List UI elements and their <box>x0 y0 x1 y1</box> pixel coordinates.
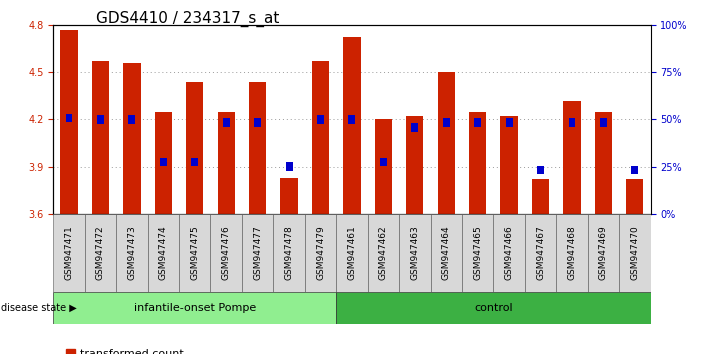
Bar <box>588 214 619 292</box>
Bar <box>399 214 431 292</box>
Text: GSM947465: GSM947465 <box>474 226 482 280</box>
Bar <box>343 38 360 214</box>
Text: GSM947462: GSM947462 <box>379 226 388 280</box>
Bar <box>600 118 607 127</box>
Text: GSM947461: GSM947461 <box>348 226 356 280</box>
Bar <box>563 101 581 214</box>
Bar <box>469 112 486 214</box>
Bar <box>191 158 198 166</box>
Bar <box>380 158 387 166</box>
Bar <box>249 81 267 214</box>
Bar <box>123 63 141 214</box>
Bar <box>431 214 462 292</box>
Bar <box>160 158 167 166</box>
Bar <box>493 214 525 292</box>
Bar <box>537 166 544 174</box>
Bar <box>97 115 104 124</box>
Bar <box>619 214 651 292</box>
Bar <box>532 179 549 214</box>
Bar <box>242 214 273 292</box>
Bar <box>85 214 116 292</box>
Bar <box>368 214 399 292</box>
Bar <box>317 115 324 124</box>
Bar <box>406 116 424 214</box>
Text: GSM947468: GSM947468 <box>567 226 577 280</box>
Bar <box>65 114 73 122</box>
Text: GSM947475: GSM947475 <box>191 226 199 280</box>
Bar <box>186 81 203 214</box>
Bar <box>60 29 77 214</box>
Bar <box>506 118 513 127</box>
Bar <box>155 112 172 214</box>
Bar <box>595 112 612 214</box>
Bar <box>412 123 418 132</box>
Bar <box>626 179 643 214</box>
Bar <box>556 214 588 292</box>
Bar <box>129 115 135 124</box>
Text: disease state ▶: disease state ▶ <box>1 303 77 313</box>
Text: GSM947470: GSM947470 <box>631 226 639 280</box>
Bar <box>210 214 242 292</box>
Text: GSM947476: GSM947476 <box>222 226 230 280</box>
Bar <box>255 118 261 127</box>
Bar <box>474 118 481 127</box>
Bar <box>92 61 109 214</box>
Text: GSM947478: GSM947478 <box>284 226 294 280</box>
Text: infantile-onset Pompe: infantile-onset Pompe <box>134 303 256 313</box>
Bar <box>336 292 651 324</box>
Text: GSM947472: GSM947472 <box>96 226 105 280</box>
Text: GSM947463: GSM947463 <box>410 226 419 280</box>
Bar <box>462 214 493 292</box>
Text: GSM947473: GSM947473 <box>127 226 137 280</box>
Text: GSM947477: GSM947477 <box>253 226 262 280</box>
Bar <box>631 166 638 174</box>
Bar <box>569 118 575 127</box>
Bar <box>273 214 305 292</box>
Bar <box>312 61 329 214</box>
Bar <box>501 116 518 214</box>
Bar <box>443 118 449 127</box>
Text: GSM947464: GSM947464 <box>442 226 451 280</box>
Bar <box>525 214 556 292</box>
Bar <box>375 119 392 214</box>
Text: GSM947471: GSM947471 <box>65 226 73 280</box>
Text: control: control <box>474 303 513 313</box>
Text: GSM947474: GSM947474 <box>159 226 168 280</box>
Bar <box>116 214 148 292</box>
Bar <box>218 112 235 214</box>
Text: GSM947469: GSM947469 <box>599 226 608 280</box>
Text: GSM947479: GSM947479 <box>316 226 325 280</box>
Bar <box>53 292 336 324</box>
Bar <box>437 72 455 214</box>
Bar <box>280 178 298 214</box>
Text: GSM947466: GSM947466 <box>505 226 513 280</box>
Bar <box>223 118 230 127</box>
Text: GDS4410 / 234317_s_at: GDS4410 / 234317_s_at <box>96 11 279 27</box>
Bar <box>148 214 179 292</box>
Text: GSM947467: GSM947467 <box>536 226 545 280</box>
Bar <box>179 214 210 292</box>
Bar <box>53 214 85 292</box>
Legend: transformed count, percentile rank within the sample: transformed count, percentile rank withi… <box>66 349 268 354</box>
Bar <box>286 162 292 171</box>
Bar <box>348 115 356 124</box>
Bar <box>336 214 368 292</box>
Bar <box>305 214 336 292</box>
